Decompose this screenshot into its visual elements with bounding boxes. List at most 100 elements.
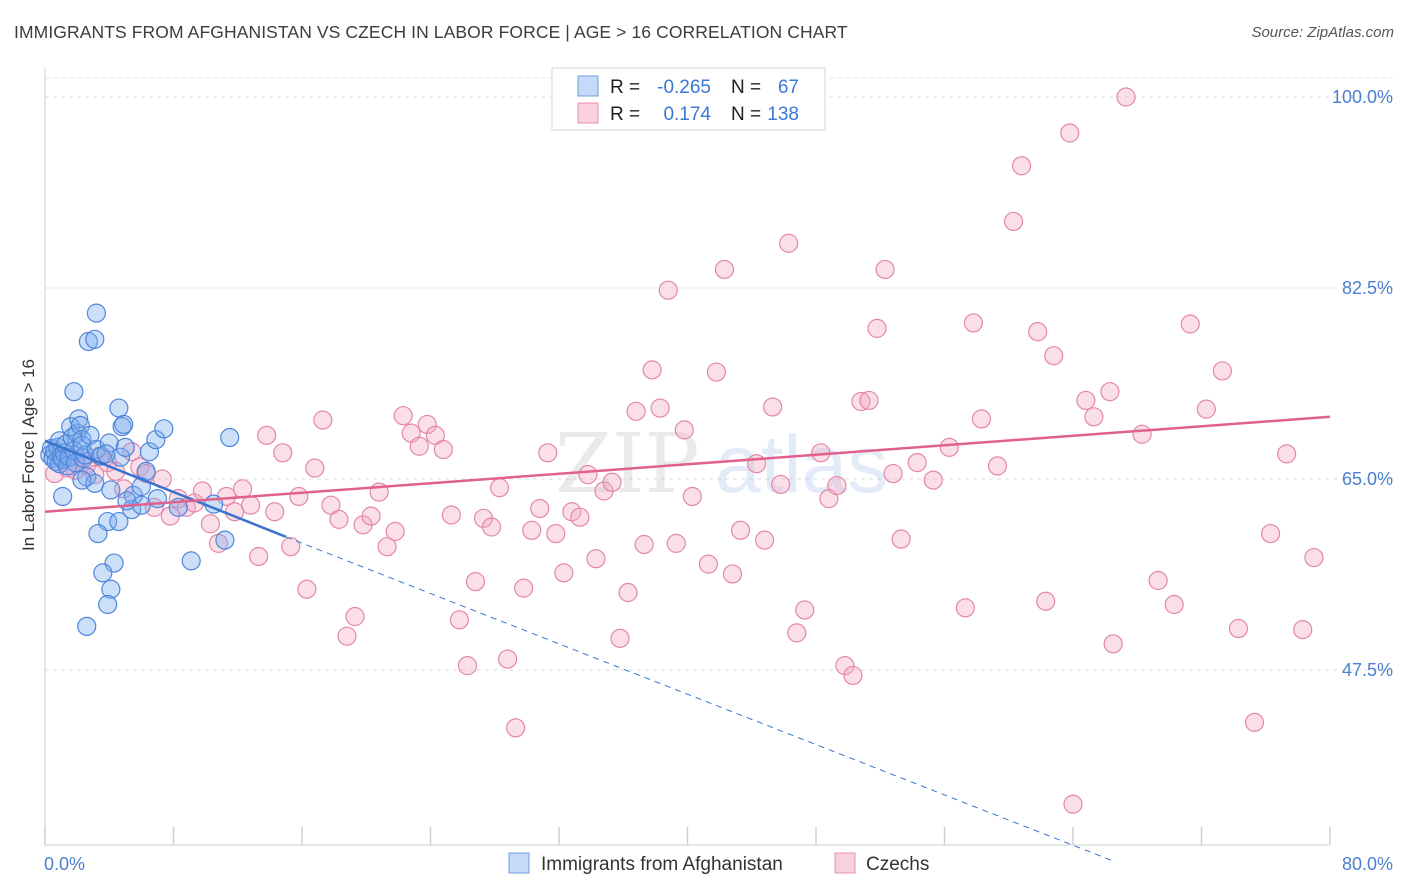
chart-title: IMMIGRANTS FROM AFGHANISTAN VS CZECH IN … <box>14 22 848 42</box>
legend-n-label-2: N = <box>731 104 761 125</box>
y-tick-label: 82.5% <box>1342 278 1393 298</box>
afghanistan-point <box>88 523 108 544</box>
czechs-point <box>1116 87 1136 107</box>
afghanistan-point <box>109 511 129 532</box>
czechs-point <box>730 520 751 540</box>
czechs-point <box>939 437 959 457</box>
afghanistan-point <box>80 425 100 445</box>
legend-n-value-1: 67 <box>778 77 799 98</box>
afghanistan-point <box>220 427 240 448</box>
y-tick-label: 47.5% <box>1342 660 1393 680</box>
czechs-point <box>1003 211 1024 232</box>
czechs-point <box>907 453 927 473</box>
legend-r-value-2: 0.174 <box>663 104 711 125</box>
czechs-point <box>618 582 638 603</box>
czechs-point <box>859 390 879 411</box>
afghanistan-point <box>215 530 235 550</box>
czechs-point <box>634 534 654 555</box>
afghanistan-point <box>53 486 73 507</box>
x-tick-label-max: 80.0% <box>1342 854 1393 874</box>
czechs-point <box>1060 123 1080 143</box>
bottom-legend-label-czechs: Czechs <box>866 854 929 875</box>
czechs-point <box>1076 390 1096 411</box>
czechs-point <box>827 475 847 496</box>
czechs-point <box>835 656 855 676</box>
series-legend: Immigrants from Afghanistan Czechs <box>508 852 929 875</box>
czechs-point <box>891 529 911 549</box>
czechs-point <box>1260 523 1281 544</box>
czechs-point <box>1293 620 1313 640</box>
czechs-point <box>393 406 413 426</box>
afghanistan-point <box>181 551 201 571</box>
czechs-point <box>232 479 253 499</box>
czechs-point <box>257 425 277 445</box>
czechs-point <box>313 410 333 430</box>
czechs-point <box>843 665 863 686</box>
czechs-point <box>1277 444 1297 464</box>
czechs-point <box>1044 346 1064 366</box>
czechs-point <box>506 718 526 738</box>
afghanistan-point <box>115 437 135 457</box>
afghanistan-point <box>93 563 113 583</box>
afghanistan-point <box>86 303 107 323</box>
czechs-point <box>481 517 502 537</box>
afghanistan-points <box>40 303 240 636</box>
afghanistan-point <box>72 435 92 455</box>
czechs-point <box>1063 794 1083 814</box>
trend-lines <box>44 415 1331 862</box>
afghanistan-point <box>96 444 116 464</box>
afghanistan-point <box>70 415 90 436</box>
bottom-legend-swatch-afghanistan <box>508 852 530 874</box>
czechs-trend-line <box>44 415 1331 513</box>
czechs-point <box>1304 547 1324 568</box>
czechs-point <box>1084 407 1104 427</box>
czechs-point <box>265 502 285 522</box>
czechs-point <box>666 533 686 553</box>
czechs-point <box>754 530 775 550</box>
czechs-point <box>746 454 767 474</box>
czechs-point <box>955 598 975 618</box>
czechs-point <box>1164 594 1184 615</box>
czechs-point <box>1244 712 1265 732</box>
bottom-legend-swatch-czechs <box>834 852 856 874</box>
czechs-point <box>305 458 325 478</box>
czechs-point <box>361 506 381 526</box>
czechs-point <box>779 233 799 253</box>
legend-r-label-2: R = <box>610 104 640 125</box>
czechs-point <box>546 523 566 544</box>
legend-r-value-1: -0.265 <box>657 77 711 98</box>
afghanistan-point <box>114 414 134 435</box>
czechs-point <box>642 360 662 380</box>
czechs-point <box>795 600 815 620</box>
czechs-point <box>987 456 1008 476</box>
afghanistan-point <box>139 442 160 462</box>
czechs-point <box>457 656 478 676</box>
czechs-point <box>530 498 550 519</box>
czechs-point <box>514 578 534 598</box>
czechs-point <box>963 313 984 333</box>
czechs-point <box>1103 634 1123 654</box>
afghanistan-point <box>101 579 121 599</box>
afghanistan-point <box>99 433 119 453</box>
legend-n-value-2: 138 <box>767 104 799 125</box>
czechs-point <box>706 362 727 382</box>
czechs-point <box>851 391 871 412</box>
czechs-point <box>345 606 365 627</box>
czechs-point <box>1036 591 1056 611</box>
watermark-atlas: atlas <box>715 419 888 510</box>
czechs-point <box>1228 618 1249 639</box>
czechs-point <box>578 465 598 485</box>
czechs-point <box>1100 382 1120 402</box>
afghanistan-point <box>98 594 118 615</box>
czechs-point <box>1180 314 1200 334</box>
czechs-point <box>674 420 694 440</box>
czechs-point <box>441 505 461 525</box>
czechs-point <box>1196 399 1216 419</box>
czechs-point <box>787 623 807 643</box>
czechs-point <box>249 546 269 567</box>
stats-legend: R = -0.265 N = 67 R = 0.174 N = 138 <box>551 67 826 131</box>
afghanistan-trend-line <box>44 439 287 539</box>
y-tick-labels: 47.5% 65.0% 82.5% 100.0% <box>1332 87 1393 680</box>
afghanistan-trend-extension <box>285 536 1114 862</box>
